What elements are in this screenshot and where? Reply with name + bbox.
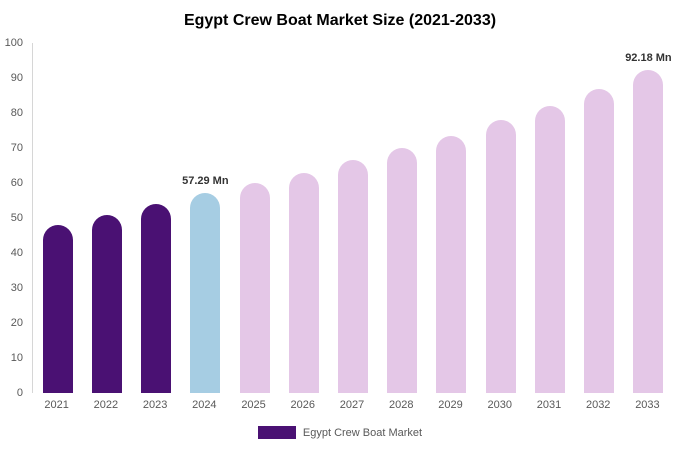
bar-column-2030	[476, 43, 525, 393]
y-tick-label: 40	[10, 247, 23, 259]
y-tick-label: 10	[10, 352, 23, 364]
bar-column-2025	[230, 43, 279, 393]
x-tick-label-2031: 2031	[536, 399, 562, 411]
bar-column-2026	[279, 43, 328, 393]
bar-2023	[141, 204, 172, 393]
bar-column-2028	[378, 43, 427, 393]
legend-label: Egypt Crew Boat Market	[302, 426, 423, 439]
bar-2032	[584, 88, 615, 393]
y-tick-label: 100	[4, 37, 23, 49]
bar-column-2021	[33, 43, 82, 393]
x-tick-label-2029: 2029	[438, 399, 463, 411]
bar-2027	[338, 160, 369, 393]
bar-2024	[190, 192, 221, 393]
x-tick-label-2023: 2023	[142, 399, 168, 411]
x-tick-label-2021: 2021	[44, 399, 69, 411]
x-tick-label-2032: 2032	[585, 399, 611, 411]
bar-column-2024: 57.29 Mn	[181, 43, 230, 393]
y-tick-label: 70	[10, 142, 23, 154]
y-tick-label: 60	[10, 177, 23, 189]
bar-column-2023	[131, 43, 180, 393]
bar-column-2027	[328, 43, 377, 393]
bar-2026	[288, 172, 319, 393]
legend: Egypt Crew Boat Market	[0, 426, 680, 439]
bar-column-2029	[427, 43, 476, 393]
x-tick-label-2024: 2024	[192, 399, 217, 411]
bar-2033	[633, 70, 664, 393]
x-axis: 2021 2022 2023 2024 2025 2026 2027 2028 2029 2030…	[32, 399, 672, 411]
bar-2025	[239, 183, 270, 393]
y-axis: 100 90 80 70 60 50 40 30 20 10 0	[0, 37, 27, 399]
x-tick-label-2028: 2028	[389, 399, 414, 411]
bar-2022	[91, 214, 122, 393]
x-tick-label-2026: 2026	[290, 399, 316, 411]
x-tick-label-2030: 2030	[487, 399, 512, 411]
bar-2031	[534, 106, 565, 393]
x-tick-label-2027: 2027	[339, 399, 365, 411]
bar-2029	[436, 135, 467, 393]
legend-swatch	[257, 426, 296, 439]
y-tick-label: 20	[10, 317, 23, 329]
bar-2021	[42, 225, 73, 393]
y-tick-label: 30	[10, 282, 23, 294]
y-tick-label: 80	[10, 107, 23, 119]
bar-column-2031	[525, 43, 574, 393]
x-tick-label-2025: 2025	[241, 399, 266, 411]
plot-area: 57.29 Mn 92.18 Mn	[32, 43, 673, 393]
y-tick-label: 0	[16, 387, 23, 399]
bar-2028	[387, 148, 418, 393]
bar-column-2032	[575, 43, 624, 393]
x-tick-label-2022: 2022	[93, 399, 119, 411]
x-tick-label-2033: 2033	[635, 399, 660, 411]
y-tick-label: 90	[10, 72, 23, 84]
bar-value-label-2033: 92.18 Mn	[625, 52, 672, 65]
bar-column-2022	[82, 43, 131, 393]
y-tick-label: 50	[10, 212, 23, 224]
chart-title: Egypt Crew Boat Market Size (2021-2033)	[183, 12, 497, 29]
bar-column-2033: 92.18 Mn	[624, 43, 673, 393]
bar-value-label-2024: 57.29 Mn	[182, 174, 229, 187]
bar-2030	[485, 120, 516, 393]
